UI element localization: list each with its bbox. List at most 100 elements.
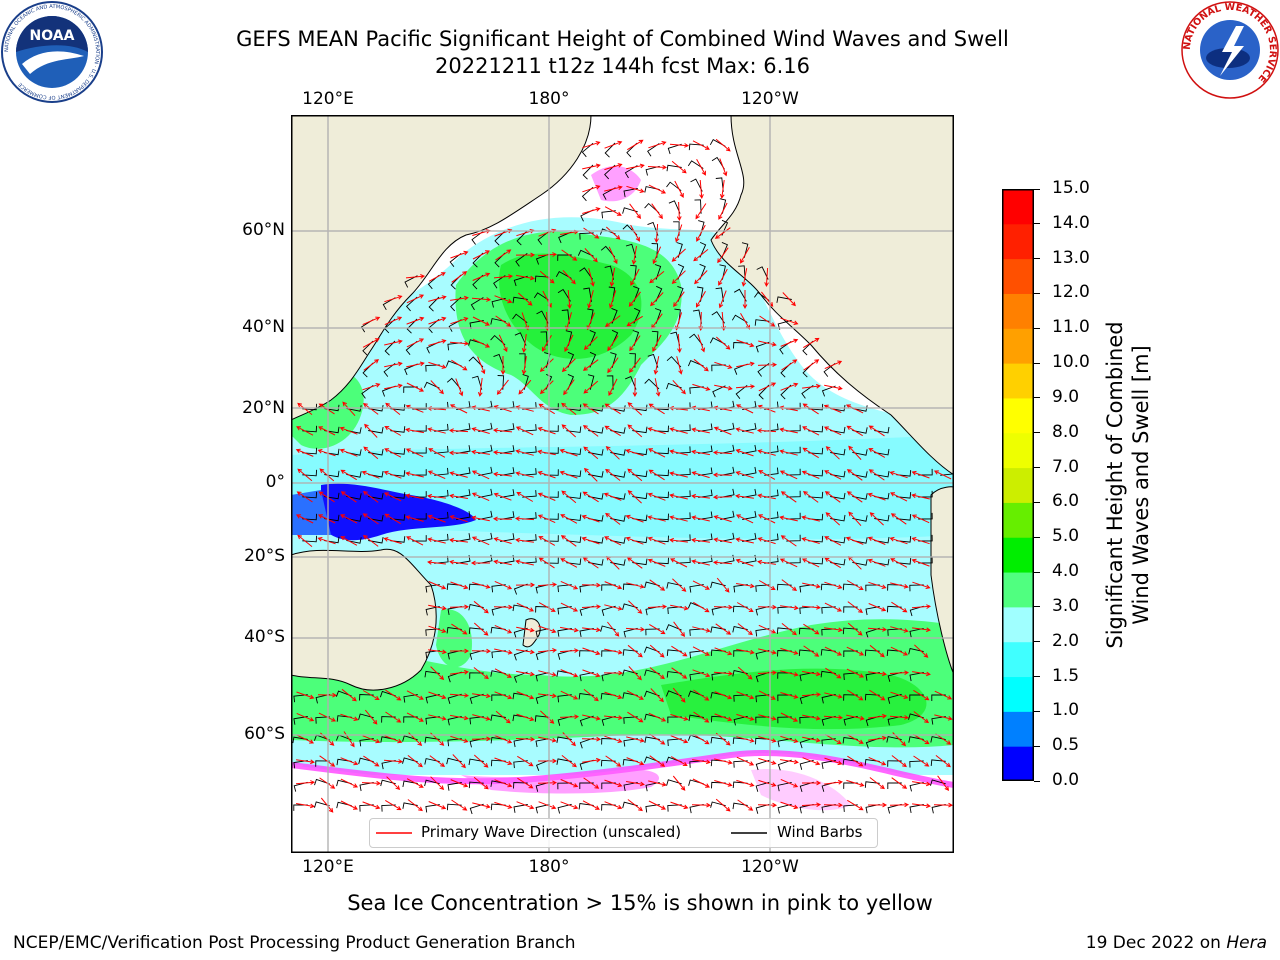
wind-barb bbox=[887, 693, 902, 704]
wind-barb bbox=[909, 694, 924, 701]
wave-direction-arrow bbox=[868, 448, 886, 458]
wave-direction-arrow bbox=[477, 378, 483, 397]
wave-direction-arrow bbox=[428, 581, 447, 590]
wave-direction-arrow bbox=[736, 736, 755, 743]
wind-barb bbox=[666, 356, 682, 368]
wave-direction-arrow bbox=[582, 557, 599, 569]
wave-direction-arrow bbox=[604, 735, 623, 743]
wave-direction-arrow bbox=[890, 582, 909, 589]
wind-barb bbox=[918, 468, 933, 476]
wave-direction-arrow bbox=[471, 736, 492, 742]
wave-direction-arrow bbox=[515, 471, 534, 478]
wind-barb bbox=[666, 649, 682, 656]
wave-direction-arrow bbox=[692, 759, 711, 765]
colorbar-tick-mark bbox=[1034, 362, 1040, 364]
wind-barb bbox=[581, 142, 594, 158]
wave-direction-arrow bbox=[560, 535, 577, 547]
wind-barb bbox=[494, 230, 506, 246]
wind-barb bbox=[468, 603, 484, 611]
wave-direction-arrow bbox=[648, 448, 666, 458]
wave-direction-arrow bbox=[934, 714, 953, 721]
wave-direction-arrow bbox=[651, 203, 663, 220]
wind-barb bbox=[719, 264, 726, 280]
wave-direction-arrow bbox=[693, 249, 709, 262]
wave-direction-arrow bbox=[692, 580, 710, 590]
wind-barb bbox=[820, 649, 836, 656]
wave-direction-arrow bbox=[801, 605, 822, 610]
wave-direction-arrow bbox=[516, 713, 535, 722]
wave-direction-arrow bbox=[715, 798, 731, 812]
wave-direction-arrow bbox=[714, 361, 733, 369]
colorbar-tick-mark bbox=[1034, 536, 1040, 538]
wind-barb bbox=[688, 143, 704, 151]
wave-direction-arrow bbox=[846, 580, 864, 591]
wind-barb bbox=[676, 424, 691, 432]
wave-direction-arrow bbox=[802, 780, 822, 786]
wind-barb bbox=[755, 628, 770, 637]
wave-direction-arrow bbox=[847, 755, 864, 767]
wind-barb bbox=[381, 716, 396, 723]
wave-direction-arrow bbox=[560, 580, 579, 590]
wind-barb bbox=[425, 693, 440, 704]
wind-barb bbox=[644, 690, 660, 697]
wave-direction-arrow bbox=[319, 755, 336, 767]
colorbar-segment bbox=[1002, 537, 1034, 573]
wave-direction-arrow bbox=[605, 468, 621, 481]
wave-direction-arrow bbox=[428, 714, 447, 721]
wind-barb bbox=[456, 467, 471, 476]
wind-barb bbox=[799, 759, 814, 770]
wave-direction-arrow bbox=[538, 403, 555, 415]
wind-barb bbox=[359, 694, 374, 701]
land-asia bbox=[291, 115, 592, 421]
wave-direction-arrow bbox=[537, 648, 558, 653]
wave-direction-arrow bbox=[735, 537, 754, 544]
wind-barb bbox=[821, 715, 836, 726]
colorbar-segment bbox=[1002, 223, 1034, 260]
bottom-lon-label-120e: 120°E bbox=[302, 857, 354, 877]
wave-direction-arrow bbox=[757, 514, 776, 524]
wave-direction-arrow bbox=[647, 558, 666, 567]
wave-direction-arrow bbox=[405, 448, 424, 458]
wave-direction-arrow bbox=[450, 581, 469, 590]
wave-direction-arrow bbox=[802, 426, 820, 436]
wave-direction-arrow bbox=[693, 601, 710, 613]
wave-direction-arrow bbox=[451, 799, 468, 811]
wave-direction-arrow bbox=[628, 357, 641, 374]
wave-direction-arrow bbox=[693, 711, 710, 723]
wind-barb bbox=[623, 627, 638, 638]
wave-direction-arrow bbox=[869, 644, 885, 658]
wave-direction-arrow bbox=[448, 428, 469, 433]
wind-barb bbox=[654, 469, 669, 477]
wind-barb bbox=[698, 467, 713, 476]
wave-direction-arrow bbox=[471, 297, 492, 302]
wind-barb bbox=[302, 491, 318, 499]
wave-direction-arrow bbox=[581, 604, 602, 610]
wind-barb bbox=[335, 690, 352, 697]
wind-barb bbox=[424, 758, 440, 765]
wind-barb bbox=[732, 802, 748, 810]
wind-barb bbox=[654, 491, 669, 499]
wave-direction-arrow bbox=[449, 515, 468, 523]
wave-direction-arrow bbox=[296, 691, 315, 700]
wave-direction-arrow bbox=[764, 267, 769, 288]
wave-direction-arrow bbox=[473, 667, 489, 680]
wave-direction-arrow bbox=[494, 779, 513, 788]
wave-direction-arrow bbox=[340, 778, 359, 788]
wave-direction-arrow bbox=[648, 712, 667, 722]
wave-direction-arrow bbox=[584, 248, 598, 263]
wind-barb bbox=[644, 378, 660, 390]
wind-barb bbox=[346, 471, 362, 478]
wind-barb bbox=[315, 760, 330, 767]
wind-barb bbox=[622, 603, 638, 610]
wind-barb bbox=[852, 515, 868, 522]
wave-direction-arrow bbox=[471, 492, 490, 502]
colorbar-segment bbox=[1002, 746, 1034, 781]
wave-direction-arrow bbox=[296, 759, 315, 765]
wave-direction-arrow bbox=[669, 515, 688, 522]
wave-direction-arrow bbox=[780, 605, 799, 611]
wind-barb bbox=[491, 297, 506, 308]
wave-direction-arrow bbox=[913, 733, 930, 745]
wave-direction-arrow bbox=[362, 490, 379, 503]
wave-direction-arrow bbox=[735, 514, 754, 524]
wind-barb bbox=[314, 801, 330, 808]
